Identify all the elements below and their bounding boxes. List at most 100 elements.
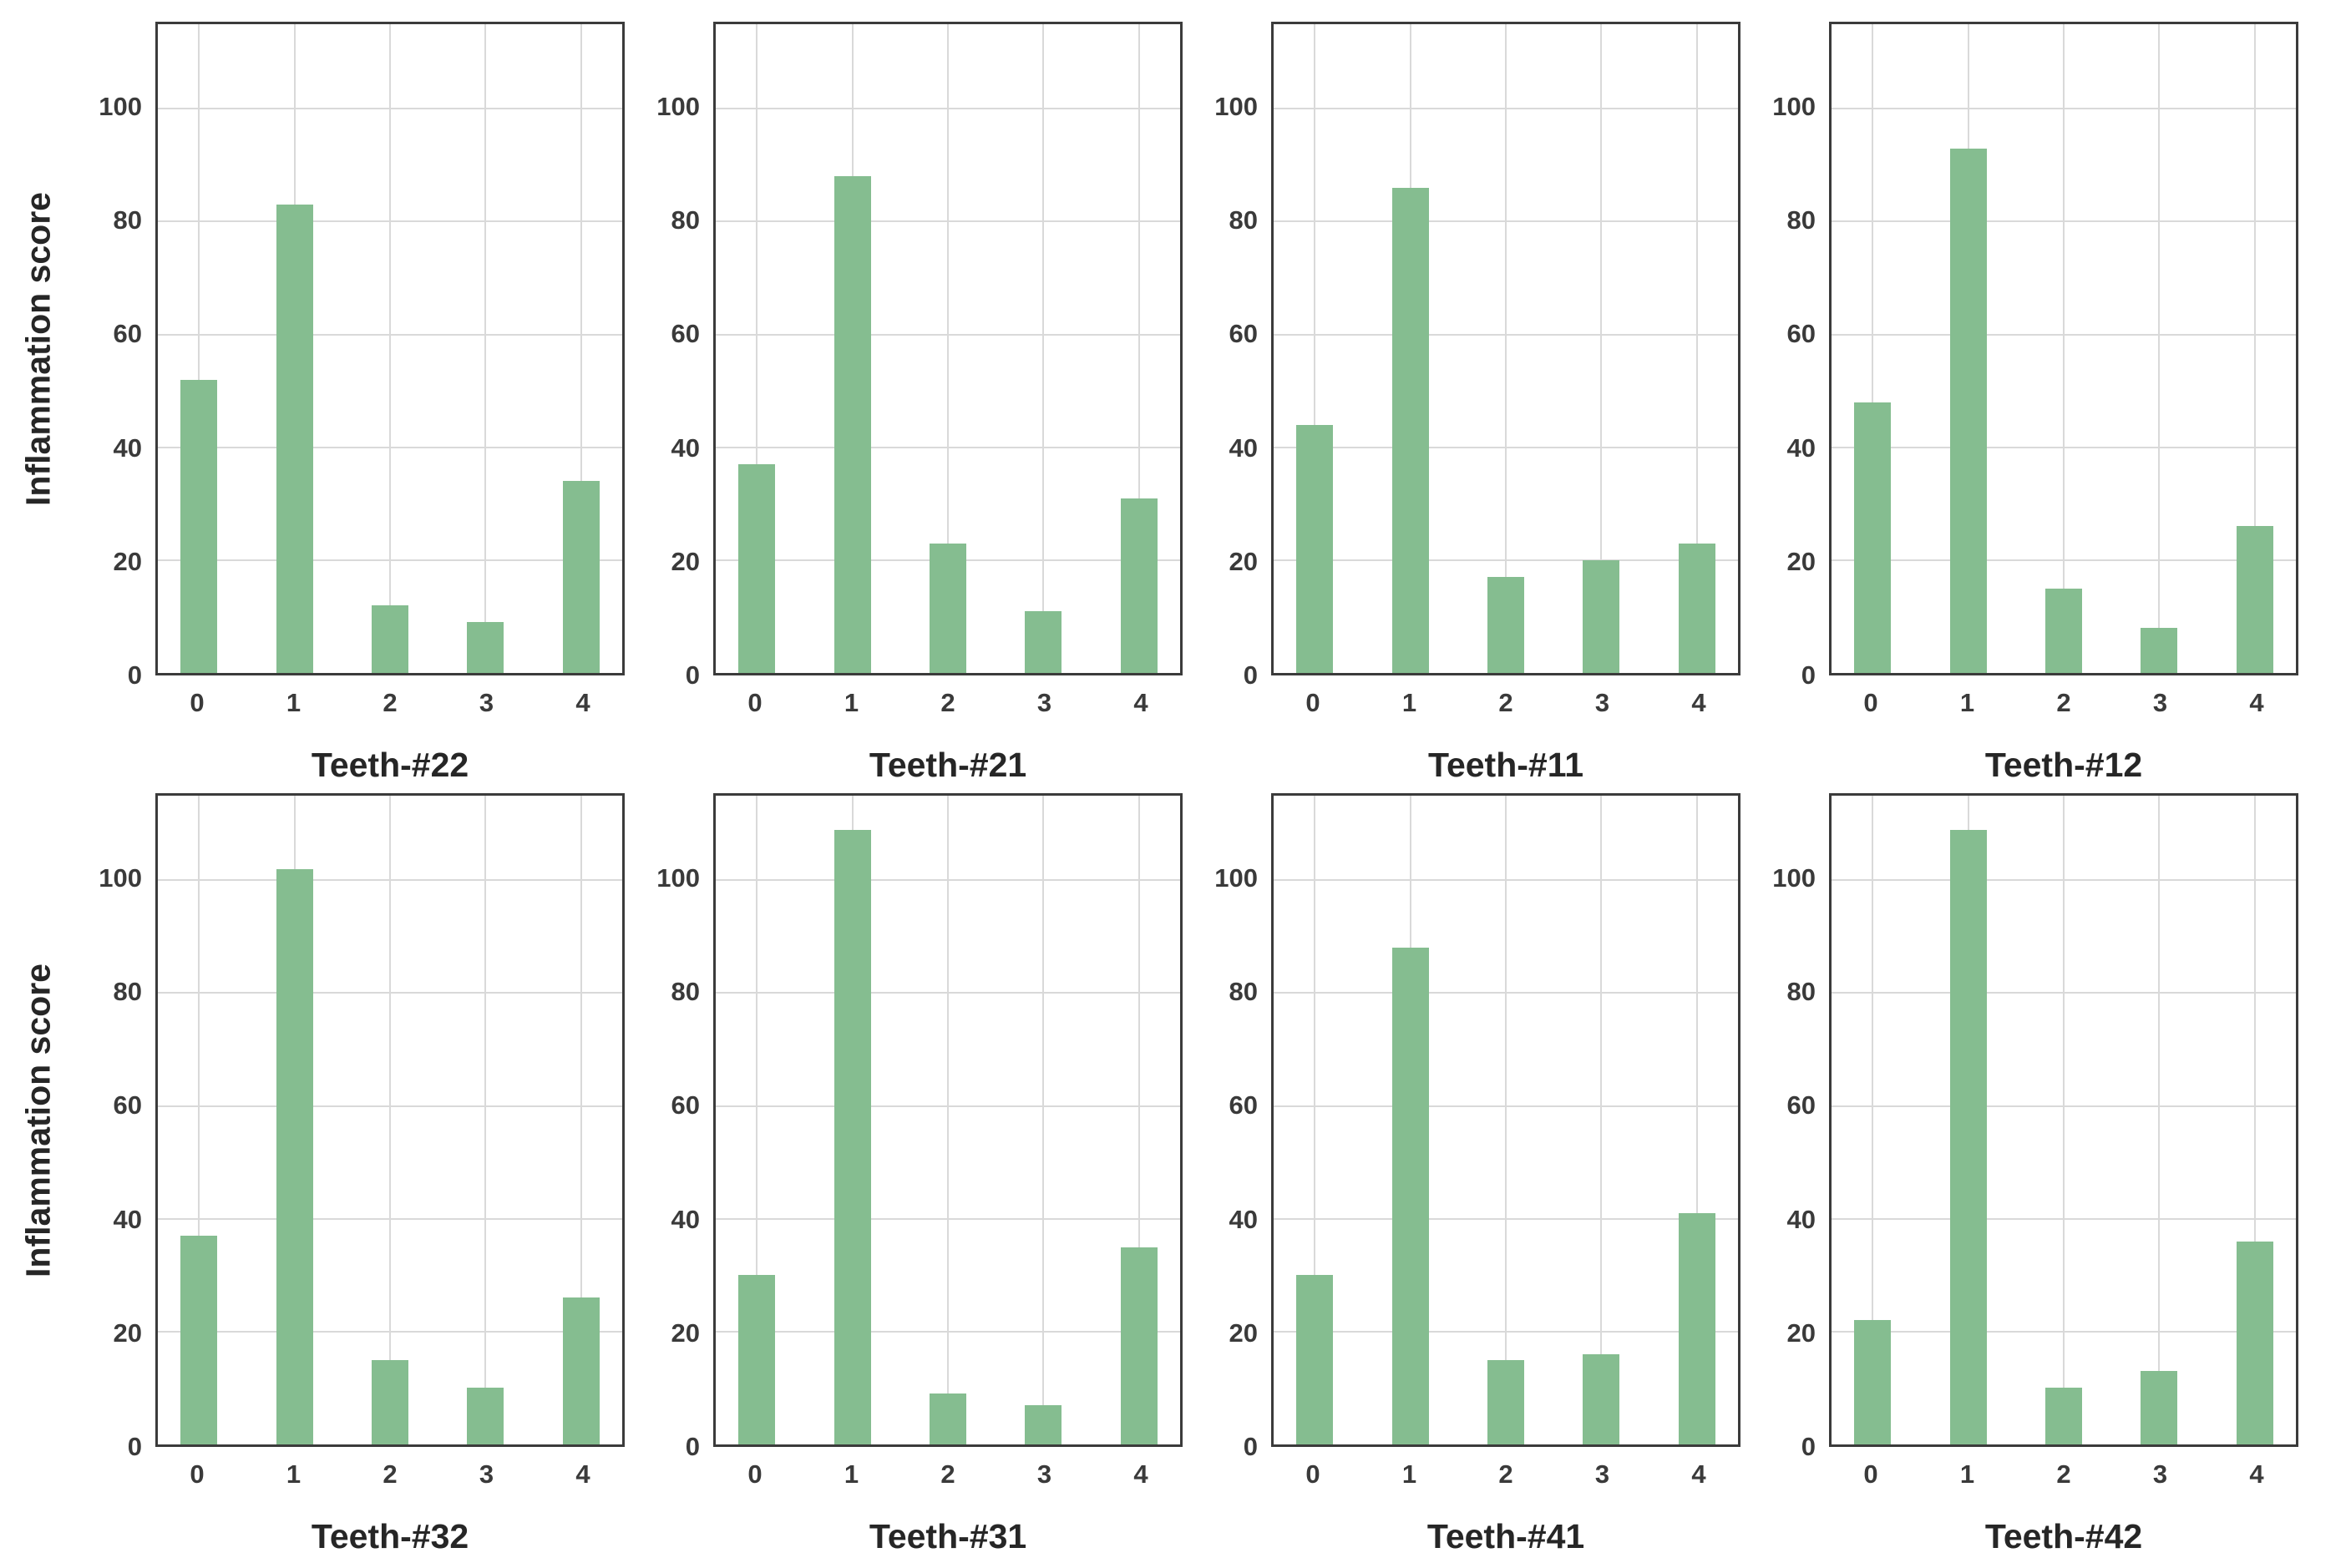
bar-category-1 bbox=[1949, 148, 1987, 673]
x-tick-label: 2 bbox=[383, 1459, 398, 1489]
bar-category-4 bbox=[562, 481, 600, 673]
gridline-vertical bbox=[2158, 796, 2161, 1444]
bar-category-0 bbox=[1854, 1320, 1892, 1444]
y-tick-label: 100 bbox=[656, 92, 700, 122]
y-tick-label: 60 bbox=[113, 319, 142, 349]
gridline-vertical bbox=[198, 796, 200, 1444]
gridline-horizontal bbox=[1832, 559, 2296, 561]
x-tick-label: 4 bbox=[1691, 1459, 1706, 1489]
x-tick-label: 1 bbox=[1401, 688, 1417, 717]
x-tick-label: 3 bbox=[1594, 1459, 1610, 1489]
bar-category-1 bbox=[276, 868, 313, 1444]
bar-category-1 bbox=[833, 176, 871, 673]
x-tick-label: 0 bbox=[747, 688, 763, 717]
plot-area-teeth-31 bbox=[713, 793, 1183, 1447]
y-tick-label: 60 bbox=[1786, 319, 1816, 349]
subplot-title-teeth-21: Teeth-#21 bbox=[869, 746, 1027, 784]
gridline-horizontal bbox=[716, 992, 1180, 994]
x-tick-label: 2 bbox=[940, 688, 955, 717]
y-tick-label: 80 bbox=[1786, 205, 1816, 235]
gridline-vertical bbox=[2158, 24, 2161, 673]
gridline-vertical bbox=[1505, 24, 1507, 673]
bar-category-2 bbox=[2045, 1388, 2082, 1444]
gridline-horizontal bbox=[158, 992, 622, 994]
gridline-horizontal bbox=[1274, 333, 1738, 336]
gridline-vertical bbox=[2063, 24, 2065, 673]
gridline-horizontal bbox=[1274, 1330, 1738, 1333]
y-tick-label: 0 bbox=[127, 660, 142, 690]
y-tick-label: 40 bbox=[1229, 1204, 1258, 1234]
gridline-horizontal bbox=[158, 1105, 622, 1107]
gridline-horizontal bbox=[158, 333, 622, 336]
gridline-horizontal bbox=[1832, 992, 2296, 994]
bar-category-0 bbox=[180, 1236, 218, 1444]
gridline-vertical bbox=[1600, 24, 1603, 673]
x-tick-label: 1 bbox=[286, 1459, 301, 1489]
gridline-vertical bbox=[1042, 796, 1045, 1444]
gridline-horizontal bbox=[1274, 220, 1738, 223]
gridline-vertical bbox=[1600, 796, 1603, 1444]
bar-category-2 bbox=[1487, 1359, 1524, 1444]
bar-category-4 bbox=[1678, 1212, 1715, 1444]
y-tick-label: 80 bbox=[671, 977, 700, 1007]
bar-category-0 bbox=[180, 379, 218, 673]
x-tick-label: 0 bbox=[1863, 1459, 1878, 1489]
gridline-horizontal bbox=[1274, 446, 1738, 448]
bar-category-3 bbox=[1583, 1353, 1620, 1444]
gridline-horizontal bbox=[716, 1330, 1180, 1333]
y-tick-label: 80 bbox=[1786, 977, 1816, 1007]
bar-category-0 bbox=[1854, 402, 1892, 673]
x-tick-label: 0 bbox=[190, 1459, 205, 1489]
x-tick-label: 2 bbox=[2056, 1459, 2071, 1489]
bar-category-4 bbox=[1678, 543, 1715, 673]
gridline-vertical bbox=[580, 796, 582, 1444]
x-tick-label: 2 bbox=[1498, 688, 1513, 717]
gridline-vertical bbox=[2253, 796, 2256, 1444]
y-tick-label: 40 bbox=[1786, 1204, 1816, 1234]
x-tick-label: 4 bbox=[1133, 1459, 1148, 1489]
gridline-horizontal bbox=[1832, 1217, 2296, 1220]
bar-category-1 bbox=[833, 829, 871, 1444]
y-tick-label: 20 bbox=[671, 1318, 700, 1348]
x-tick-label: 0 bbox=[190, 688, 205, 717]
x-tick-label: 4 bbox=[2249, 688, 2264, 717]
subplot-title-teeth-41: Teeth-#41 bbox=[1426, 1517, 1585, 1555]
gridline-horizontal bbox=[1832, 333, 2296, 336]
bar-category-1 bbox=[276, 205, 313, 673]
y-tick-label: 20 bbox=[1786, 546, 1816, 576]
bar-category-0 bbox=[738, 1275, 776, 1444]
x-tick-label: 4 bbox=[2249, 1459, 2264, 1489]
gridline-horizontal bbox=[158, 559, 622, 561]
y-tick-label: 40 bbox=[1786, 432, 1816, 463]
x-tick-label: 3 bbox=[1036, 688, 1052, 717]
y-tick-label: 0 bbox=[1243, 1432, 1258, 1461]
gridline-vertical bbox=[1137, 796, 1140, 1444]
y-axis-label: Inflammation score bbox=[18, 191, 58, 506]
subplot-title-teeth-22: Teeth-#22 bbox=[311, 746, 469, 784]
gridline-vertical bbox=[947, 24, 949, 673]
bar-category-3 bbox=[1583, 559, 1620, 673]
bar-category-2 bbox=[372, 1359, 408, 1444]
gridline-horizontal bbox=[1274, 559, 1738, 561]
gridline-horizontal bbox=[1274, 1105, 1738, 1107]
bar-category-4 bbox=[562, 1297, 600, 1444]
bar-category-0 bbox=[1296, 1275, 1334, 1444]
gridline-horizontal bbox=[716, 220, 1180, 223]
gridline-horizontal bbox=[1832, 1105, 2296, 1107]
y-tick-label: 80 bbox=[113, 977, 142, 1007]
x-tick-label: 4 bbox=[575, 1459, 590, 1489]
y-tick-label: 100 bbox=[1772, 863, 1816, 893]
gridline-vertical bbox=[389, 796, 391, 1444]
y-tick-label: 40 bbox=[1229, 432, 1258, 463]
bar-category-4 bbox=[1120, 1247, 1158, 1444]
gridline-horizontal bbox=[158, 879, 622, 882]
gridline-horizontal bbox=[1274, 992, 1738, 994]
gridline-vertical bbox=[1695, 24, 1698, 673]
x-tick-label: 1 bbox=[1959, 1459, 1975, 1489]
y-tick-label: 0 bbox=[1243, 660, 1258, 690]
y-axis-label: Inflammation score bbox=[18, 963, 58, 1277]
bar-category-2 bbox=[2045, 588, 2082, 673]
y-tick-label: 40 bbox=[671, 432, 700, 463]
x-tick-label: 2 bbox=[1498, 1459, 1513, 1489]
x-tick-label: 0 bbox=[1305, 688, 1320, 717]
